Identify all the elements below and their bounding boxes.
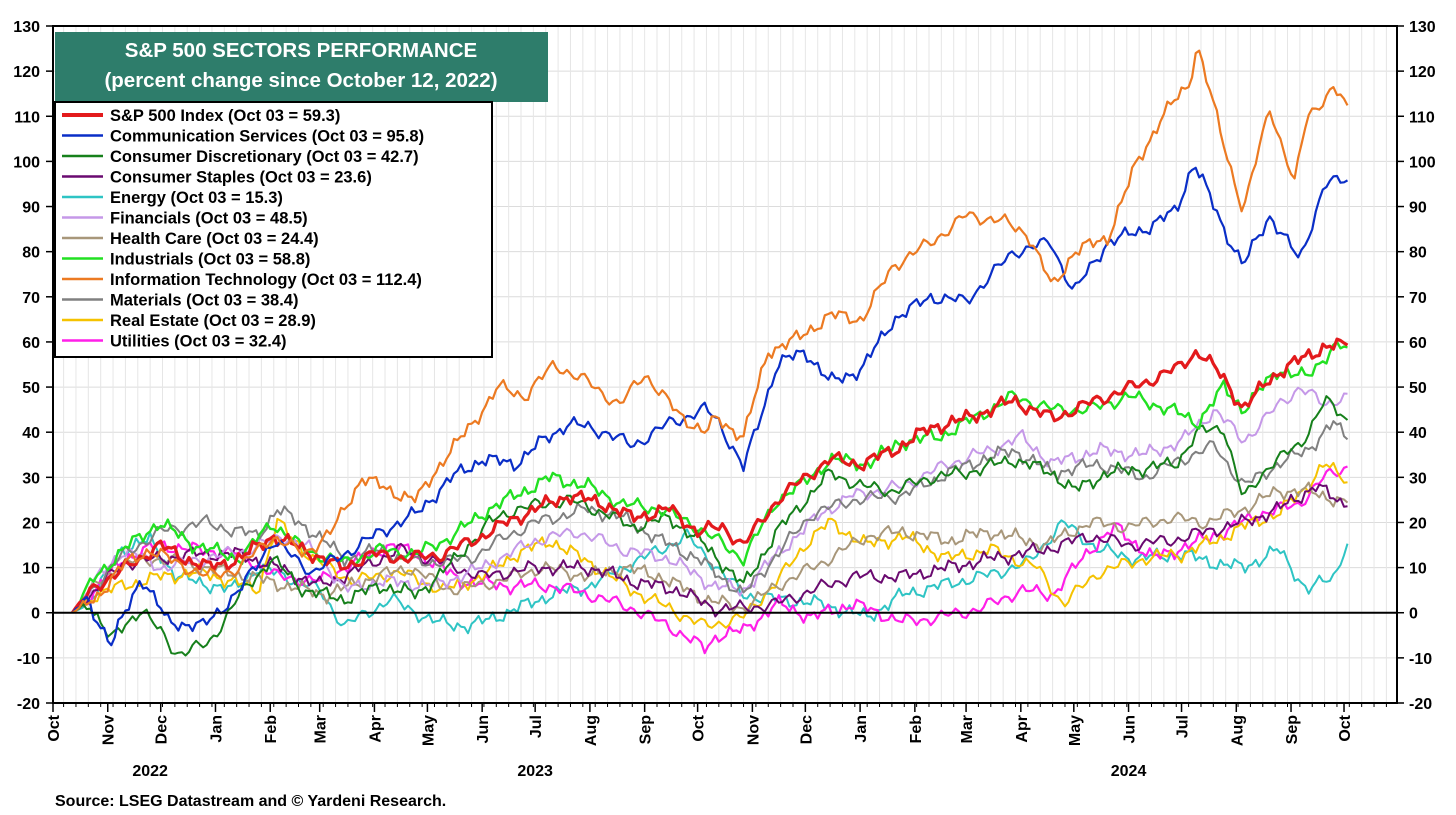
y-tick-label-right: 110	[1409, 109, 1435, 126]
y-tick-label-left: 30	[22, 470, 40, 487]
x-tick-label: Jun	[475, 715, 492, 743]
legend-label: Real Estate (Oct 03 = 28.9)	[110, 312, 316, 330]
x-tick-label: Feb	[908, 715, 925, 744]
y-tick-label-left: 90	[22, 200, 40, 217]
x-tick-label: Mar	[313, 715, 330, 743]
series-line	[71, 166, 1349, 647]
x-tick-label: Jul	[528, 715, 545, 738]
legend: S&P 500 Index (Oct 03 = 59.3) Communicati…	[54, 101, 493, 358]
legend-label: Materials (Oct 03 = 38.4)	[110, 292, 298, 310]
y-tick-label-left: 40	[22, 425, 40, 442]
x-tick-label: Jan	[208, 715, 225, 743]
x-tick-label: Apr	[1014, 715, 1031, 743]
y-tick-label-left: 0	[31, 606, 40, 623]
y-tick-label-right: -20	[1409, 696, 1432, 713]
y-tick-label-left: 80	[22, 245, 40, 262]
series-line	[71, 461, 1348, 629]
legend-label: Information Technology (Oct 03 = 112.4)	[110, 271, 422, 289]
legend-label: Industrials (Oct 03 = 58.8)	[110, 251, 310, 269]
y-tick-label-right: 40	[1409, 425, 1427, 442]
legend-label: Health Care (Oct 03 = 24.4)	[110, 230, 319, 248]
y-tick-label-right: 130	[1409, 19, 1436, 36]
x-tick-label: Mar	[959, 715, 976, 743]
year-label: 2022	[132, 763, 168, 780]
y-tick-label-left: 130	[13, 19, 40, 36]
y-tick-label-right: 0	[1409, 606, 1418, 623]
x-tick-label: Nov	[101, 715, 118, 745]
legend-box	[54, 101, 493, 358]
x-tick-label: Sep	[638, 715, 655, 745]
y-tick-label-left: 120	[13, 64, 40, 81]
x-tick-label: May	[1067, 715, 1084, 746]
y-tick-label-right: 50	[1409, 380, 1427, 397]
y-tick-label-right: 10	[1409, 561, 1427, 578]
y-tick-label-right: 90	[1409, 200, 1427, 217]
y-tick-label-left: 20	[22, 515, 40, 532]
chart-title: S&P 500 SECTORS PERFORMANCE	[125, 39, 477, 62]
series-line	[71, 49, 1349, 614]
x-tick-label: Oct	[46, 714, 63, 741]
y-tick-label-left: 60	[22, 335, 40, 352]
y-tick-label-right: 20	[1409, 515, 1427, 532]
y-tick-label-left: -20	[17, 696, 40, 713]
x-tick-label: Apr	[367, 715, 384, 743]
year-label: 2024	[1111, 763, 1147, 780]
series-line	[71, 340, 1348, 614]
source-note: Source: LSEG Datastream and © Yardeni Re…	[55, 793, 446, 810]
x-tick-label: Dec	[798, 715, 815, 744]
title-background	[55, 32, 548, 102]
x-tick-label: May	[420, 715, 437, 746]
y-tick-label-right: 120	[1409, 64, 1436, 81]
series-line	[71, 420, 1349, 614]
x-tick-label: Aug	[583, 715, 600, 746]
y-tick-label-right: 80	[1409, 245, 1427, 262]
series-line	[71, 481, 1349, 614]
series-line	[71, 519, 1349, 635]
y-tick-label-right: 70	[1409, 290, 1427, 307]
y-tick-label-left: 10	[22, 561, 40, 578]
legend-label: Communication Services (Oct 03 = 95.8)	[110, 128, 424, 146]
series-line	[71, 395, 1349, 657]
series-line	[71, 337, 1349, 614]
x-tick-label: Oct	[691, 714, 708, 741]
y-tick-label-left: 100	[13, 154, 40, 171]
y-tick-label-right: -10	[1409, 651, 1432, 668]
legend-label: Consumer Discretionary (Oct 03 = 42.7)	[110, 148, 419, 166]
chart-subtitle: (percent change since October 12, 2022)	[104, 69, 497, 92]
y-tick-label-right: 100	[1409, 154, 1436, 171]
x-tick-label: Dec	[154, 715, 171, 744]
year-label: 2023	[517, 763, 553, 780]
x-tick-label: Sep	[1284, 715, 1301, 745]
y-tick-label-left: 50	[22, 380, 40, 397]
y-tick-label-right: 60	[1409, 335, 1427, 352]
y-tick-label-left: -10	[17, 651, 40, 668]
legend-label: Utilities (Oct 03 = 32.4)	[110, 333, 287, 351]
x-tick-label: Aug	[1229, 715, 1246, 746]
y-tick-label-right: 30	[1409, 470, 1427, 487]
x-tick-label: Oct	[1337, 714, 1354, 741]
x-tick-label: Jan	[853, 715, 870, 743]
legend-label: S&P 500 Index (Oct 03 = 59.3)	[110, 107, 340, 125]
title-box: S&P 500 SECTORS PERFORMANCE (percent cha…	[55, 32, 548, 102]
x-tick-label: Nov	[745, 715, 762, 745]
series-line	[71, 483, 1348, 618]
legend-label: Consumer Staples (Oct 03 = 23.6)	[110, 169, 372, 187]
series-lines	[71, 49, 1349, 657]
x-tick-label: Jul	[1175, 715, 1192, 738]
axes: -20 -20 -10 -10 0 0 10 10 20 20 30 30 40 40 50 50 60 60 70…	[13, 19, 1436, 780]
y-tick-label-left: 110	[14, 109, 40, 126]
plot-frame	[52, 25, 1398, 704]
legend-label: Energy (Oct 03 = 15.3)	[110, 189, 283, 207]
series-line	[71, 465, 1348, 655]
x-tick-label: Jun	[1122, 715, 1139, 743]
x-tick-label: Feb	[263, 715, 280, 744]
legend-label: Financials (Oct 03 = 48.5)	[110, 210, 308, 228]
y-tick-label-left: 70	[22, 290, 40, 307]
